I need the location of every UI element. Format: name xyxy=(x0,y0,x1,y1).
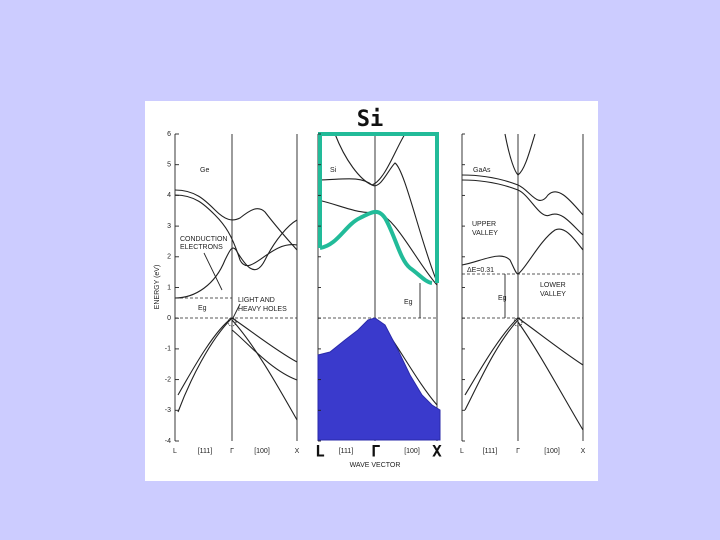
valence-fill xyxy=(317,317,441,441)
annotation: Eg xyxy=(404,299,413,306)
y-tick-label: -4 xyxy=(165,438,171,445)
annotation: VALLEY xyxy=(472,230,498,237)
band xyxy=(231,329,298,381)
x-label: Γ xyxy=(516,448,520,455)
y-tick-label: 1 xyxy=(167,284,171,291)
y-tick-label: 4 xyxy=(167,192,171,199)
holes xyxy=(513,317,523,327)
panel-label: Ge xyxy=(200,167,209,174)
band xyxy=(231,317,298,363)
annotation: CONDUCTION xyxy=(180,236,227,243)
annotation: ΔE=0.31 xyxy=(467,267,494,274)
handwritten-label: L xyxy=(315,442,325,461)
x-label: [100] xyxy=(544,448,560,455)
x-label: X xyxy=(295,448,300,455)
pointer xyxy=(203,252,223,291)
annotation: HEAVY HOLES xyxy=(238,306,287,313)
holes xyxy=(227,317,237,327)
x-label: [111] xyxy=(483,448,498,455)
y-tick-label: 0 xyxy=(167,315,171,322)
y-ticks: 6 5 4 3 2 1 0 -1 -2 -3 -4 xyxy=(165,131,465,445)
band xyxy=(317,162,438,283)
band xyxy=(334,133,406,186)
ge-panel xyxy=(174,134,298,441)
handwritten-label: X xyxy=(432,442,442,461)
band xyxy=(504,133,536,176)
x-label: Γ xyxy=(230,448,234,455)
x-label: L xyxy=(173,448,177,455)
y-tick-label: 2 xyxy=(167,254,171,261)
y-tick-label: -1 xyxy=(165,346,171,353)
pointer xyxy=(232,303,241,319)
x-axis-label: WAVE VECTOR xyxy=(350,462,401,469)
y-tick-label: 6 xyxy=(167,131,171,138)
band xyxy=(231,319,298,421)
band xyxy=(461,179,584,236)
y-tick-label: -3 xyxy=(165,407,171,414)
band xyxy=(174,194,298,267)
handwritten-label: Γ xyxy=(371,442,381,461)
x-label: L xyxy=(460,448,464,455)
annotation: LOWER xyxy=(540,282,566,289)
y-tick-label: -2 xyxy=(165,376,171,383)
band xyxy=(174,219,298,299)
band xyxy=(177,317,233,413)
annotation: LIGHT AND xyxy=(238,297,275,304)
band xyxy=(174,189,298,251)
band xyxy=(177,317,233,396)
x-label: [100] xyxy=(254,448,270,455)
y-tick-label: 5 xyxy=(167,162,171,169)
band xyxy=(517,317,584,366)
x-label: [111] xyxy=(198,448,213,455)
band xyxy=(461,228,584,275)
x-label: [111] xyxy=(339,448,354,455)
highlight-box xyxy=(318,132,439,283)
annotation: VALLEY xyxy=(540,291,566,298)
si-panel xyxy=(317,132,441,441)
highlight-curve xyxy=(319,210,433,285)
band xyxy=(464,319,519,411)
panel-label: Si xyxy=(330,167,337,174)
y-tick-label: 3 xyxy=(167,223,171,230)
annotation: Eg xyxy=(198,305,207,312)
x-label: [100] xyxy=(404,448,420,455)
gaas-panel xyxy=(461,133,584,441)
band xyxy=(517,321,584,431)
y-axis-label: ENERGY (eV) xyxy=(154,265,161,310)
annotation: ELECTRONS xyxy=(180,244,223,251)
band xyxy=(461,174,584,216)
annotation: UPPER xyxy=(472,221,496,228)
heading: Si xyxy=(357,107,384,132)
band xyxy=(464,317,519,396)
x-label: X xyxy=(581,448,586,455)
annotation: Eg xyxy=(498,295,507,302)
panel-label: GaAs xyxy=(473,167,491,174)
